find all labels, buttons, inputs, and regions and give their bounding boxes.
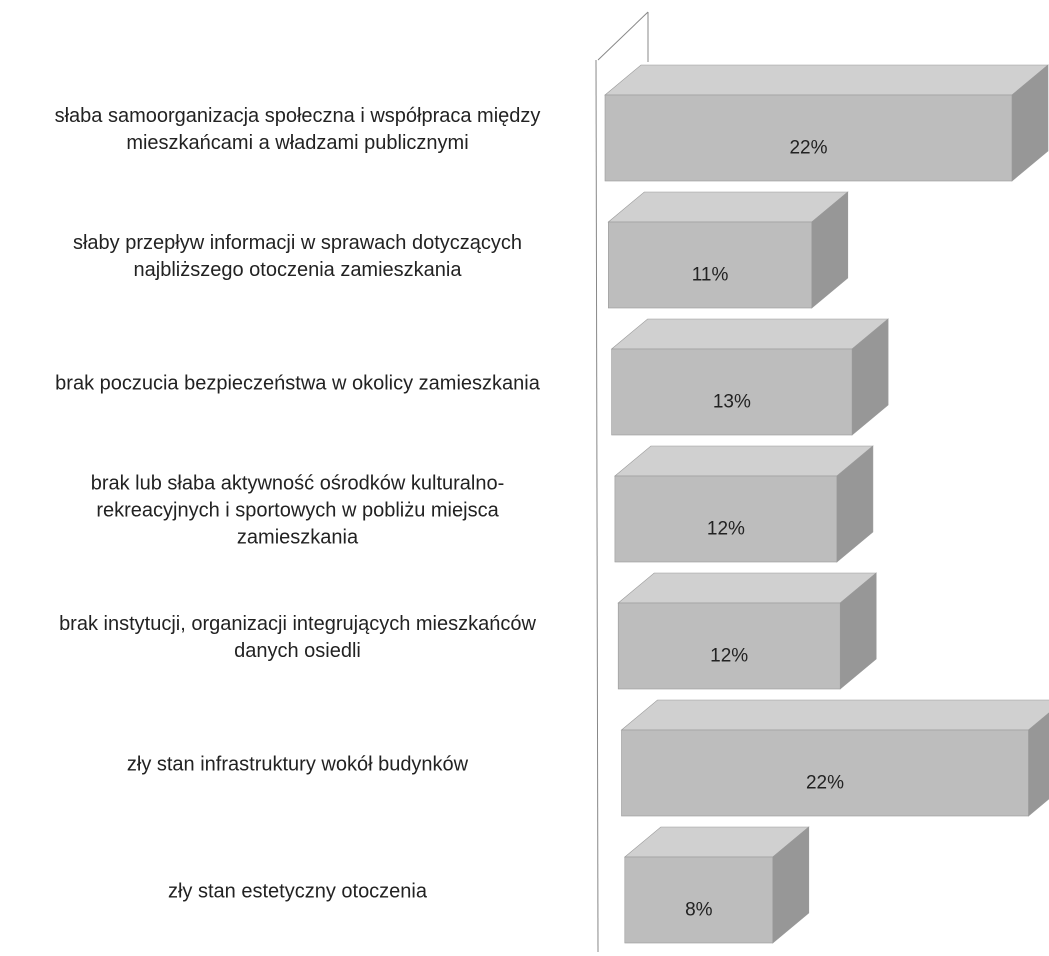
axis-line <box>595 59 599 953</box>
bar <box>621 729 1029 817</box>
data-label: 22% <box>806 772 844 793</box>
bar <box>607 221 813 309</box>
data-label: 11% <box>692 264 729 285</box>
data-label: 12% <box>707 518 745 539</box>
bar-top <box>620 699 1049 731</box>
bar <box>604 94 1013 182</box>
bar <box>617 602 841 690</box>
bar-top <box>617 572 878 604</box>
category-label: brak poczucia bezpieczeństwa w okolicy z… <box>55 372 540 395</box>
category-label: zły stan infrastruktury wokół budynków <box>126 753 469 776</box>
data-label: 22% <box>789 137 827 158</box>
bar <box>614 475 838 563</box>
data-label: 12% <box>710 645 748 666</box>
category-label: słaba samoorganizacja społeczna i współp… <box>54 105 541 154</box>
back-wall-edge <box>597 11 649 61</box>
bar-top <box>610 318 889 350</box>
category-label: brak lub słaba aktywność ośrodków kultur… <box>90 472 505 549</box>
data-label: 13% <box>713 391 751 412</box>
bar-top <box>607 191 849 223</box>
category-label: słaby przepływ informacji w sprawach dot… <box>72 232 523 281</box>
data-label: 8% <box>685 899 713 920</box>
bar <box>611 348 853 436</box>
category-label: zły stan estetyczny otoczenia <box>167 880 427 903</box>
category-label: brak instytucji, organizacji integrujący… <box>59 613 536 662</box>
bar-top <box>614 445 874 477</box>
bar-top <box>604 64 1049 96</box>
bar <box>624 856 774 944</box>
